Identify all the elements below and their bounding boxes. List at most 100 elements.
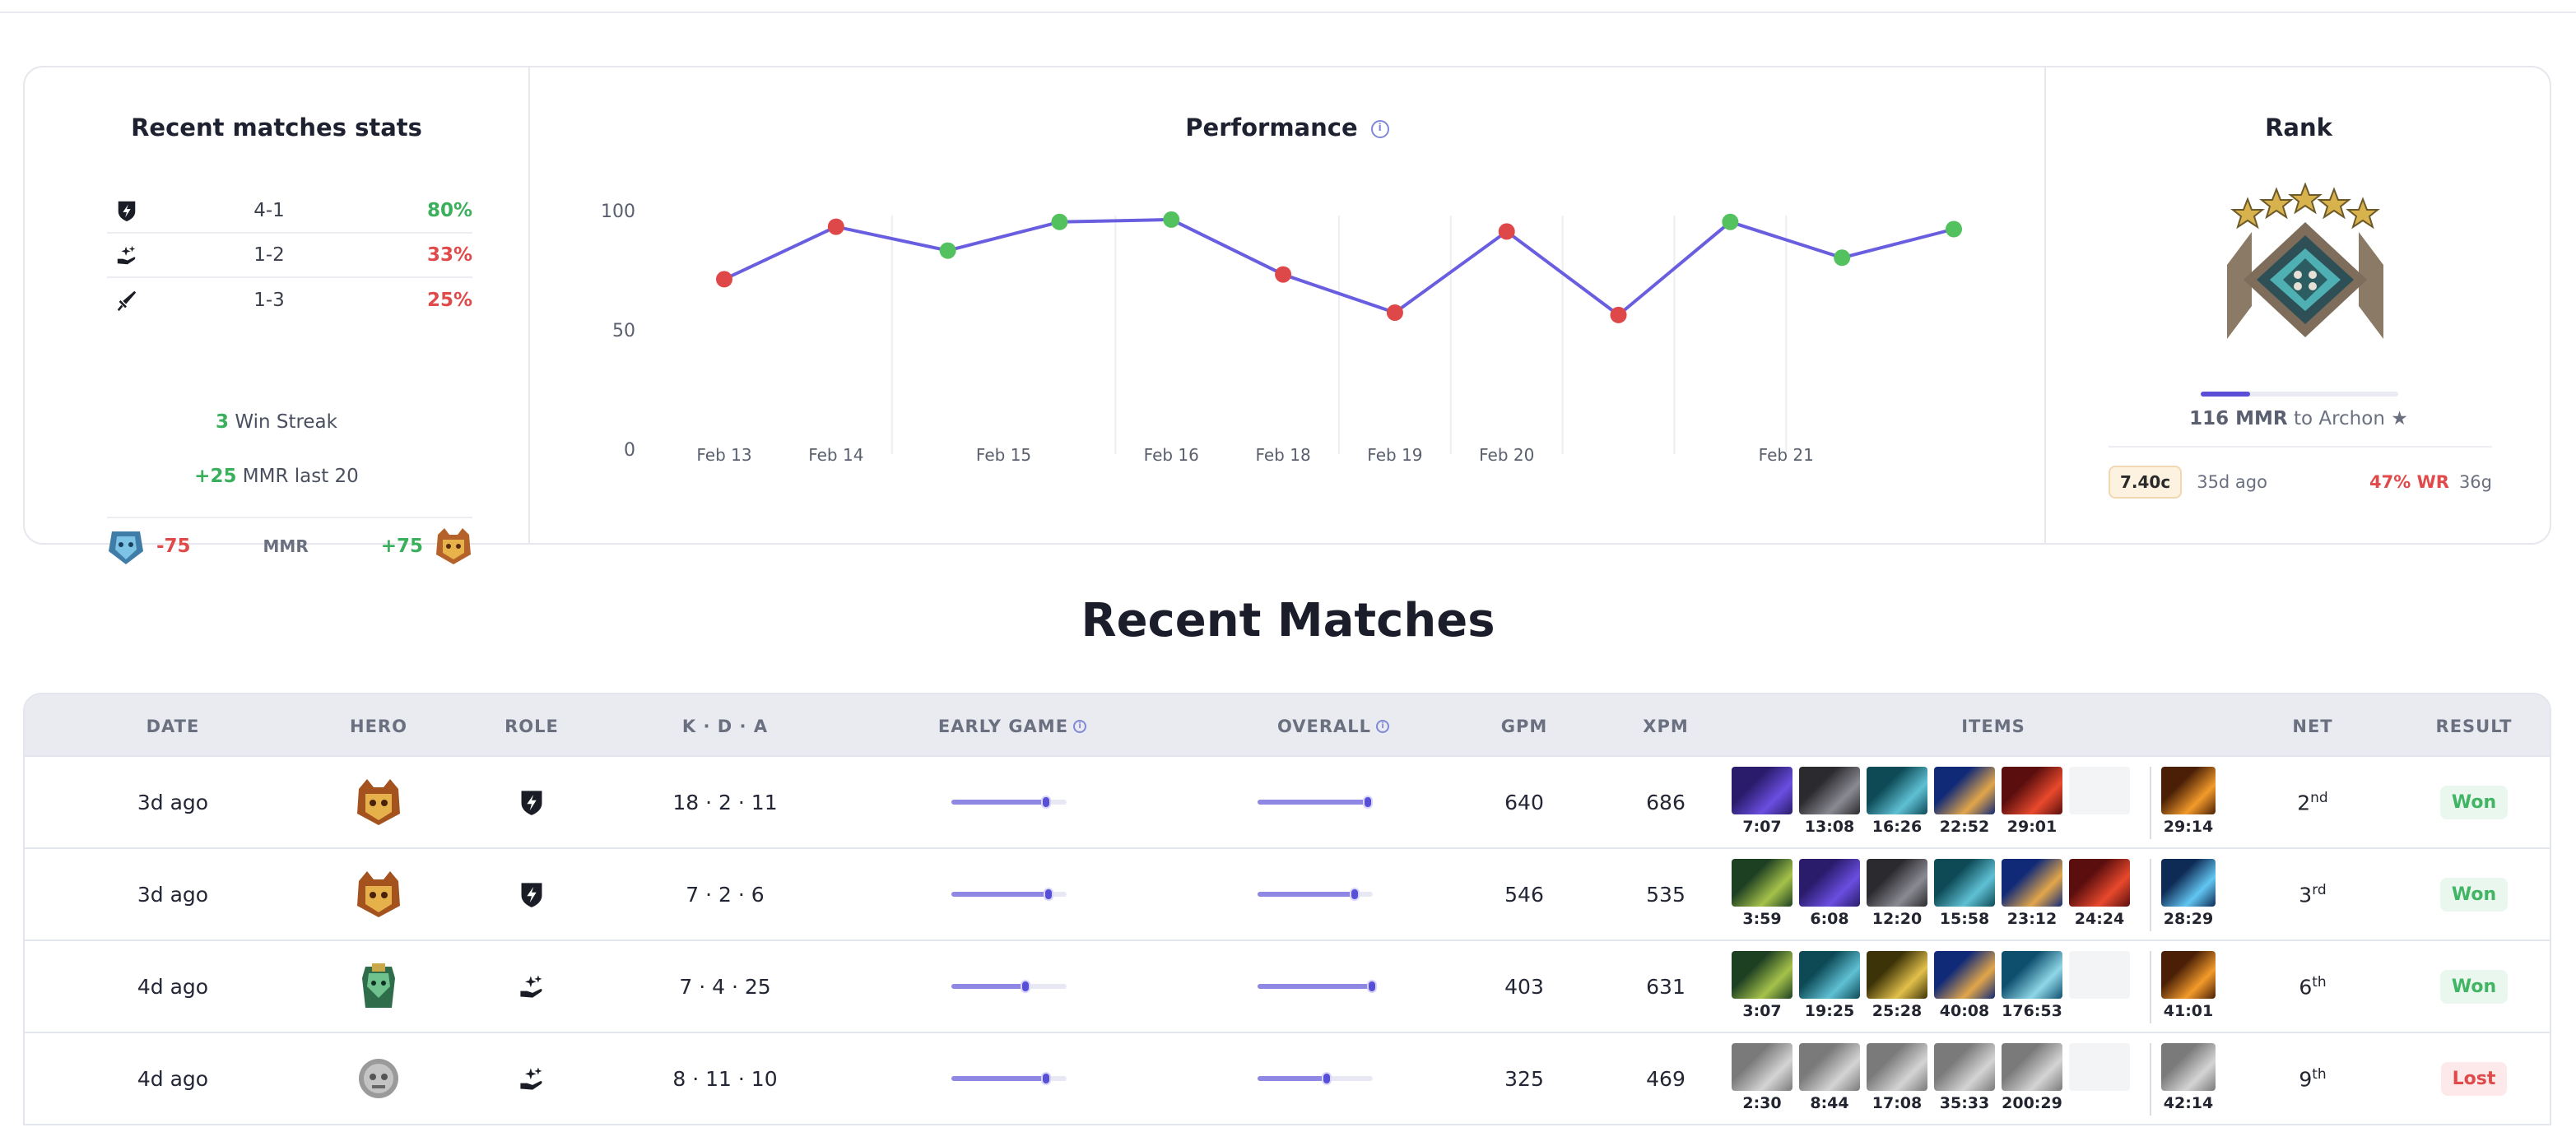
item-blue-icon[interactable]: [2002, 859, 2062, 907]
item-time: 200:29: [2002, 1094, 2062, 1112]
item-time: 24:24: [2074, 910, 2125, 928]
item-blue-icon[interactable]: [1934, 951, 1995, 999]
neutral-slot: 41:01: [2161, 951, 2216, 1020]
match-point-lost[interactable]: [1610, 306, 1627, 323]
hero-morphling-avatar: [109, 531, 143, 564]
role-cell: [449, 1033, 614, 1124]
hero-green-avatar[interactable]: [354, 962, 403, 1011]
item-slot: 16:26: [1867, 767, 1927, 836]
item-gray-icon[interactable]: [2161, 1043, 2216, 1091]
match-row[interactable]: 4d ago 7 · 4 · 25 403 631 3:07 19:25 25:28 40:0…: [23, 941, 2551, 1033]
overall-score-bar: [1258, 980, 1377, 993]
match-point-won[interactable]: [1051, 213, 1068, 230]
match-point-lost[interactable]: [1498, 223, 1515, 240]
info-icon[interactable]: i: [1073, 720, 1087, 733]
item-gold-icon[interactable]: [1867, 951, 1927, 999]
item-teal-icon[interactable]: [1799, 951, 1860, 999]
result-cell: Won: [2392, 757, 2556, 847]
item-dark-icon[interactable]: [1799, 767, 1860, 814]
match-point-won[interactable]: [1834, 249, 1851, 267]
item-time: 15:58: [1939, 910, 1990, 928]
item-red-icon[interactable]: [2069, 859, 2130, 907]
item-purple-icon[interactable]: [1732, 767, 1793, 814]
item-teal-icon[interactable]: [1934, 859, 1995, 907]
item-sky-icon[interactable]: [2002, 951, 2062, 999]
item-time: 19:25: [1804, 1002, 1855, 1020]
match-point-won[interactable]: [1946, 220, 1962, 238]
item-purple-icon[interactable]: [1799, 859, 1860, 907]
hero-cell: [296, 757, 461, 847]
item-time: 12:20: [1872, 910, 1923, 928]
col-hero[interactable]: HERO: [350, 717, 407, 736]
col-xpm[interactable]: XPM: [1643, 717, 1689, 736]
overall-score-bar: [1258, 1072, 1373, 1085]
item-blue-icon[interactable]: [1934, 767, 1995, 814]
overall-score-knob: [1366, 980, 1377, 993]
item-green-icon[interactable]: [1732, 951, 1793, 999]
neutral-slot: 29:14: [2161, 767, 2216, 836]
col-overall[interactable]: OVERALL i: [1210, 694, 1457, 759]
col-kda[interactable]: K · D · A: [681, 717, 769, 736]
match-row[interactable]: 3d ago 18 · 2 · 11 640 686 7:07 13:08 16:26 22:…: [23, 757, 2551, 849]
col-role[interactable]: ROLE: [505, 717, 559, 736]
item-green-icon[interactable]: [1732, 859, 1793, 907]
match-point-lost[interactable]: [1386, 304, 1403, 321]
item-gray-icon[interactable]: [1732, 1043, 1793, 1091]
neutral-divider: [2150, 767, 2151, 839]
col-early-game[interactable]: EARLY GAME i: [889, 694, 1136, 759]
item-time: 8:44: [1810, 1094, 1849, 1112]
item-slot: 22:52: [1934, 767, 1995, 836]
overall-score-knob: [1349, 888, 1360, 901]
worst-hero-mmr[interactable]: -75: [107, 527, 191, 566]
col-result[interactable]: RESULT: [2435, 717, 2513, 736]
overall-score-cell: [1241, 757, 1389, 847]
patch-badge: 7.40c: [2109, 466, 2183, 499]
col-gpm[interactable]: GPM: [1500, 717, 1548, 736]
match-point-won[interactable]: [939, 242, 956, 259]
item-gray-icon[interactable]: [1799, 1043, 1860, 1091]
info-icon[interactable]: i: [1376, 720, 1390, 733]
item-gray-icon[interactable]: [1934, 1043, 1995, 1091]
best-hero-mmr[interactable]: +75: [381, 527, 472, 566]
item-gray-icon[interactable]: [2002, 1043, 2062, 1091]
early-score-cell: [935, 1033, 1083, 1124]
item-teal-icon[interactable]: [1867, 767, 1927, 814]
col-net[interactable]: NET: [2292, 717, 2333, 736]
info-icon[interactable]: i: [1370, 120, 1389, 138]
win-streak: 3 Win Streak: [25, 411, 528, 433]
col-date[interactable]: DATE: [146, 717, 200, 736]
col-items[interactable]: ITEMS: [1961, 717, 2025, 736]
item-build: 2:30 8:44 17:08 35:33 200:29: [1732, 1043, 2130, 1112]
match-point-won[interactable]: [1163, 211, 1180, 228]
item-dark-icon[interactable]: [1867, 859, 1927, 907]
item-slot: 3:07: [1732, 951, 1793, 1020]
neutral-item: 42:14: [2161, 1043, 2216, 1112]
item-gray-icon[interactable]: [1867, 1043, 1927, 1091]
item-red-icon[interactable]: [2002, 767, 2062, 814]
item-time: 3:07: [1742, 1002, 1782, 1020]
match-row[interactable]: 4d ago 8 · 11 · 10 325 469 2:30 8:44 17:08 35:3…: [23, 1033, 2551, 1125]
match-point-lost[interactable]: [827, 218, 844, 235]
item-orange-icon[interactable]: [2161, 951, 2216, 999]
role-icon-cell: [107, 199, 140, 222]
item-cyan-icon[interactable]: [2161, 859, 2216, 907]
match-point-lost[interactable]: [1275, 266, 1292, 283]
overall-score-bar: [1258, 796, 1374, 809]
mmr-change-label: MMR last 20: [242, 466, 359, 487]
match-point-lost[interactable]: [716, 271, 732, 288]
item-time: 40:08: [1939, 1002, 1990, 1020]
hero-bristleback-avatar[interactable]: [354, 777, 403, 827]
hero-gray-avatar[interactable]: [354, 1054, 403, 1103]
item-slot: 8:44: [1799, 1043, 1860, 1112]
early-score-fill: [951, 1076, 1046, 1081]
item-orange-icon[interactable]: [2161, 767, 2216, 814]
match-row[interactable]: 3d ago 7 · 2 · 6 546 535 3:59 6:08 12:20 15:58 2…: [23, 849, 2551, 941]
overall-score-knob: [1322, 1072, 1332, 1085]
match-date: 4d ago: [137, 974, 209, 999]
result-badge: Lost: [2440, 1061, 2508, 1096]
net-rank-suffix: nd: [2310, 789, 2328, 806]
hero-bristleback-avatar[interactable]: [354, 870, 403, 919]
match-gpm: 403: [1504, 974, 1544, 999]
match-point-won[interactable]: [1722, 213, 1739, 230]
net-rank-text: 9th: [2299, 1066, 2326, 1091]
